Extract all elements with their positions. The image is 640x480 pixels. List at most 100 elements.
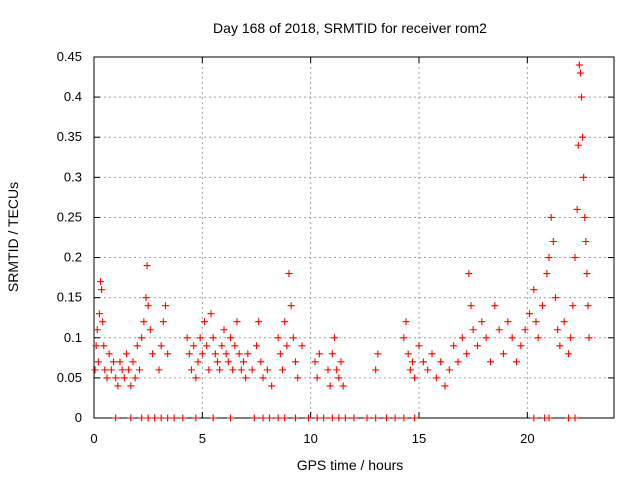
data-point xyxy=(279,366,286,374)
data-point xyxy=(560,318,568,326)
data-point xyxy=(192,374,200,382)
data-point xyxy=(411,374,419,382)
data-point xyxy=(298,342,306,350)
data-point xyxy=(266,414,273,422)
data-point xyxy=(250,414,258,422)
data-point xyxy=(547,213,555,221)
data-point xyxy=(539,302,546,310)
data-point xyxy=(196,334,204,342)
data-point xyxy=(149,350,156,358)
data-point xyxy=(209,414,217,422)
data-point xyxy=(495,326,503,334)
data-point xyxy=(292,414,299,422)
data-point xyxy=(192,414,200,422)
x-tick-label: 20 xyxy=(520,431,534,446)
grid-lines xyxy=(94,57,614,418)
data-point xyxy=(576,69,584,77)
data-point xyxy=(292,358,299,366)
data-point xyxy=(335,374,343,382)
data-point xyxy=(194,358,202,366)
data-point xyxy=(138,414,146,422)
data-point xyxy=(333,366,341,374)
data-point xyxy=(432,374,440,382)
data-point xyxy=(578,93,585,101)
data-point xyxy=(120,374,128,382)
data-point xyxy=(328,414,336,422)
data-point xyxy=(183,334,191,342)
x-tick-label: 10 xyxy=(303,431,317,446)
data-point xyxy=(556,342,564,350)
data-point xyxy=(91,366,99,374)
y-tick-label: 0 xyxy=(75,410,82,425)
data-point xyxy=(164,350,172,358)
y-tick-label: 0.15 xyxy=(57,290,82,305)
y-tick-label: 0.25 xyxy=(57,209,82,224)
y-tick-label: 0.05 xyxy=(57,370,82,385)
data-point xyxy=(144,302,152,310)
data-point xyxy=(383,414,390,422)
data-point xyxy=(580,173,588,181)
data-point xyxy=(585,334,593,342)
data-point xyxy=(222,350,230,358)
data-point xyxy=(289,334,297,342)
data-point xyxy=(419,358,427,366)
data-point xyxy=(185,350,193,358)
data-point xyxy=(131,374,139,382)
data-point xyxy=(478,318,486,326)
data-point xyxy=(211,350,219,358)
data-point xyxy=(335,414,343,422)
x-tick-label: 0 xyxy=(90,431,97,446)
data-point xyxy=(146,326,154,334)
data-point xyxy=(337,358,345,366)
data-point xyxy=(326,382,334,390)
data-point xyxy=(283,342,291,350)
data-point xyxy=(214,358,221,366)
data-point xyxy=(112,374,120,382)
data-point xyxy=(584,302,592,310)
data-point xyxy=(188,366,195,374)
data-point xyxy=(437,358,445,366)
data-point xyxy=(242,374,250,382)
data-point xyxy=(552,294,559,302)
data-point xyxy=(374,350,382,358)
data-point xyxy=(508,334,516,342)
y-axis-label: SRMTID / TECUs xyxy=(5,182,21,292)
data-point xyxy=(372,414,380,422)
data-point xyxy=(491,302,499,310)
data-point xyxy=(97,278,104,286)
data-point xyxy=(363,414,371,422)
x-tick-label: 15 xyxy=(412,431,426,446)
data-point xyxy=(571,414,579,422)
y-tick-label: 0.35 xyxy=(57,129,82,144)
data-point xyxy=(114,382,122,390)
data-point xyxy=(320,414,328,422)
data-point xyxy=(118,366,126,374)
data-point xyxy=(157,342,165,350)
data-point xyxy=(305,414,312,422)
data-point xyxy=(151,414,159,422)
data-point xyxy=(99,318,107,326)
data-point xyxy=(93,326,101,334)
data-point xyxy=(565,350,572,358)
data-point xyxy=(571,254,579,262)
data-point xyxy=(244,350,252,358)
data-point xyxy=(110,358,117,366)
data-point xyxy=(445,366,453,374)
data-point xyxy=(411,414,419,422)
data-point xyxy=(543,270,551,278)
data-point xyxy=(567,334,575,342)
data-point xyxy=(190,342,198,350)
data-point xyxy=(458,334,466,342)
data-point xyxy=(101,366,109,374)
data-point xyxy=(500,350,507,358)
data-point xyxy=(105,350,113,358)
data-point xyxy=(263,366,271,374)
data-point xyxy=(203,342,211,350)
data-point xyxy=(123,350,130,358)
data-point xyxy=(409,358,416,366)
data-point xyxy=(313,374,321,382)
data-point xyxy=(400,414,408,422)
data-point xyxy=(259,414,267,422)
data-point xyxy=(220,326,228,334)
data-point xyxy=(207,310,215,318)
